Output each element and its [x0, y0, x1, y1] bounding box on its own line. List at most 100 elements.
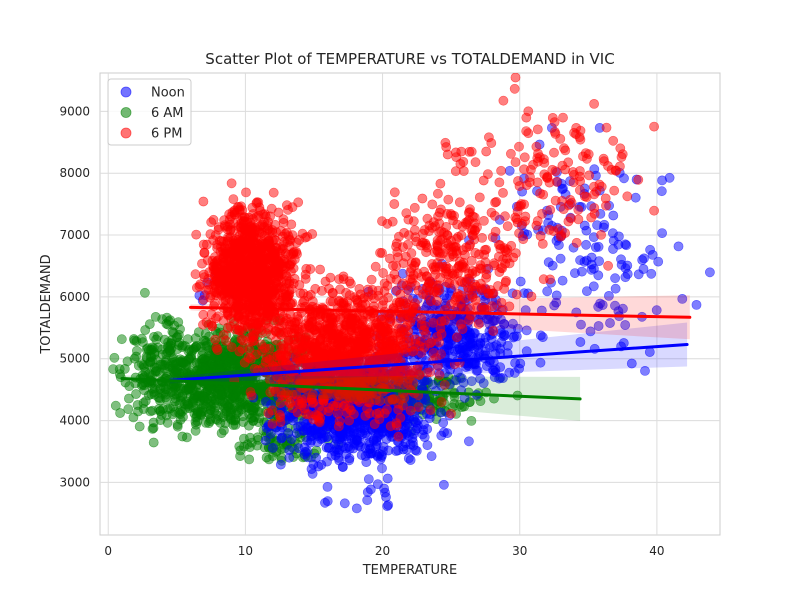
data-point [223, 357, 234, 367]
data-point [116, 334, 127, 345]
data-point [358, 336, 369, 347]
data-point [301, 409, 311, 419]
data-point [344, 415, 354, 426]
data-point [211, 364, 222, 375]
data-point [577, 266, 587, 277]
data-point [167, 353, 177, 363]
data-point [259, 343, 270, 353]
data-point [265, 428, 276, 439]
data-point [229, 401, 240, 412]
data-point [340, 324, 350, 335]
data-point [436, 407, 446, 418]
data-point [630, 192, 641, 203]
data-point [261, 353, 272, 364]
data-point [173, 340, 184, 351]
data-point [322, 481, 333, 492]
data-point [608, 228, 618, 239]
data-point [289, 317, 300, 328]
data-point [381, 434, 392, 444]
data-point [109, 352, 120, 363]
data-point [638, 264, 649, 274]
data-point [175, 395, 186, 406]
data-point [369, 419, 380, 429]
data-point [161, 366, 172, 377]
data-point [639, 253, 649, 264]
data-point [657, 228, 667, 238]
data-point [172, 364, 183, 375]
data-point [190, 333, 201, 344]
data-point [442, 428, 453, 438]
data-point [196, 407, 206, 418]
data-point [245, 432, 255, 443]
data-point [133, 406, 143, 417]
data-point [197, 362, 208, 372]
data-point [325, 272, 336, 283]
data-point [198, 196, 209, 207]
data-point [139, 287, 150, 298]
data-point [581, 239, 591, 250]
data-point [266, 203, 277, 214]
data-point [122, 356, 133, 367]
data-point [438, 479, 449, 490]
data-point [592, 220, 602, 231]
data-point [383, 292, 393, 303]
data-point [590, 242, 601, 253]
data-point [123, 404, 134, 414]
data-point [259, 270, 270, 281]
data-point [239, 315, 250, 326]
data-point [353, 440, 364, 451]
data-point [223, 323, 233, 334]
data-point [153, 404, 164, 414]
data-point [396, 326, 407, 337]
data-point [253, 319, 263, 330]
data-point [207, 321, 217, 332]
data-point [338, 441, 349, 452]
data-point [409, 416, 420, 427]
data-point [502, 221, 513, 232]
data-point [274, 425, 285, 436]
data-point [266, 329, 276, 340]
data-point [248, 335, 259, 346]
data-point [269, 234, 279, 245]
data-point [240, 256, 251, 267]
data-point [409, 202, 420, 213]
data-point [155, 359, 166, 370]
data-point [500, 211, 510, 222]
data-point [389, 187, 400, 198]
data-point [284, 397, 295, 408]
data-point [222, 224, 233, 235]
data-point [415, 336, 426, 347]
data-point [333, 452, 344, 463]
data-point [134, 421, 145, 432]
data-point [245, 222, 256, 232]
data-point [376, 324, 386, 334]
data-point [124, 381, 135, 391]
data-point [190, 269, 201, 280]
data-point [333, 421, 344, 432]
data-point [426, 451, 437, 461]
data-point [148, 423, 159, 433]
data-point [325, 322, 336, 333]
data-point [131, 389, 141, 399]
data-point [377, 463, 387, 474]
data-point [138, 360, 149, 371]
data-point [616, 254, 626, 265]
data-point [366, 274, 377, 285]
data-point [160, 384, 171, 394]
data-point [303, 329, 314, 340]
data-point [387, 339, 398, 350]
data-point [197, 390, 208, 401]
data-point [241, 292, 251, 303]
data-point [622, 269, 633, 279]
data-point [162, 417, 173, 428]
data-point [267, 442, 278, 453]
scatter-points [108, 73, 715, 514]
data-point [147, 383, 158, 394]
data-point [288, 247, 299, 258]
data-point [205, 229, 216, 239]
data-point [378, 268, 388, 278]
data-point [183, 400, 194, 411]
data-point [398, 444, 409, 455]
data-point [446, 408, 456, 419]
